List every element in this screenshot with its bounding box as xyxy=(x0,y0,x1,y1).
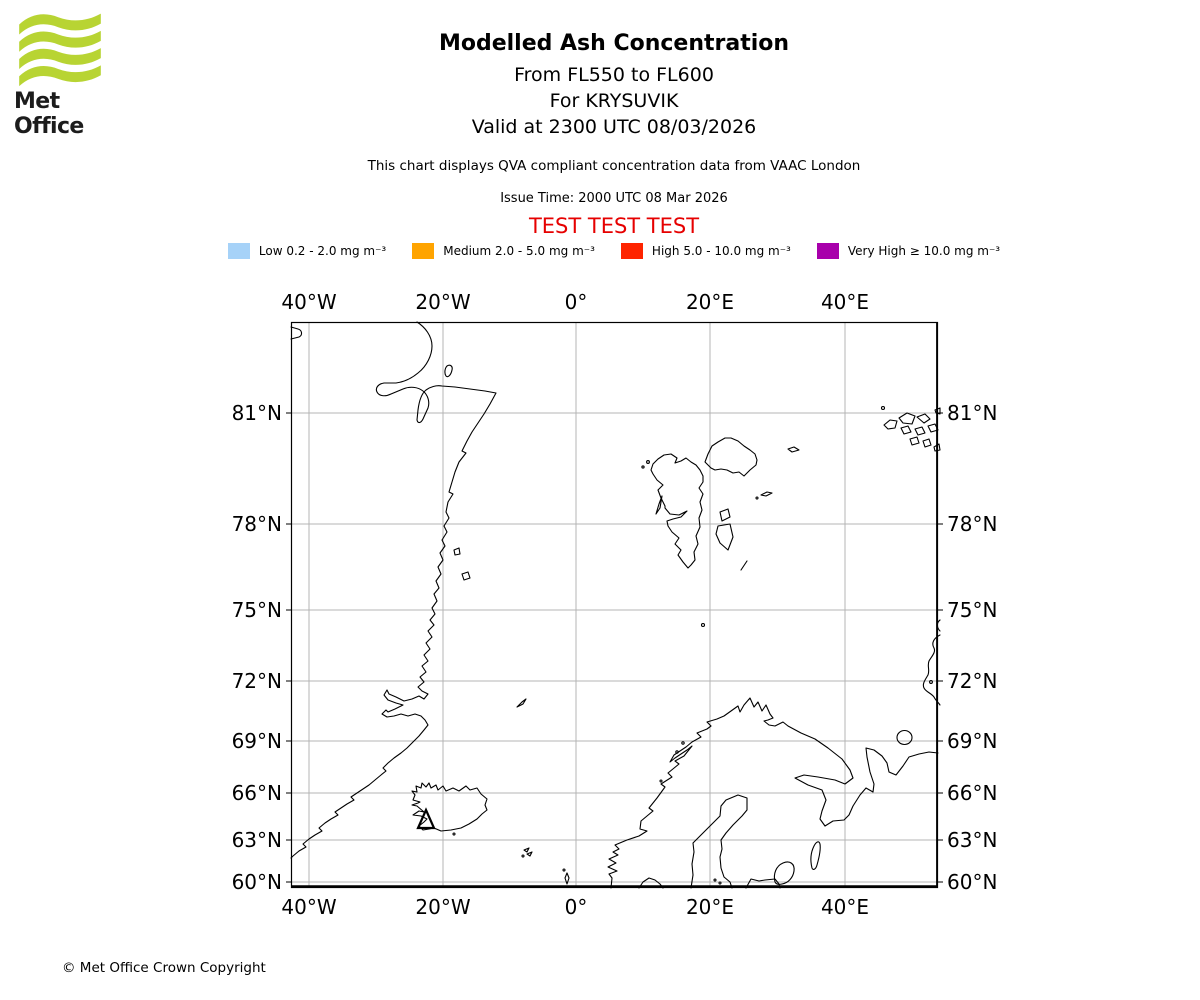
coastline-mainland-scandinavia-russia xyxy=(607,697,939,889)
coastline-kong-karls-land xyxy=(760,491,773,497)
coastline-shetland-dot xyxy=(562,868,566,872)
y-axis-label-right: 63°N xyxy=(947,828,998,852)
y-axis-label-left: 78°N xyxy=(231,512,282,536)
x-axis-label-bottom: 20°W xyxy=(415,895,471,919)
issue-time: Issue Time: 2000 UTC 08 Mar 2026 xyxy=(500,191,728,206)
coastline-iceland xyxy=(411,782,488,832)
coastline-prins-karls-forland xyxy=(655,495,663,515)
met-office-logo-text: Met Office xyxy=(14,89,84,139)
coastline-barentsoya xyxy=(719,508,731,522)
coastline-greenland-islands xyxy=(444,364,471,581)
legend-label-very-high: Very High ≥ 10.0 mg m⁻³ xyxy=(847,244,1001,258)
y-axis-label-right: 60°N xyxy=(947,870,998,894)
coastline-norway-islet-2 xyxy=(675,750,679,754)
coastline-bear-island xyxy=(700,622,706,628)
map-ticks xyxy=(286,412,943,883)
x-axis-label-bottom: 0° xyxy=(564,895,588,919)
volcano-marker xyxy=(416,807,436,830)
legend-item-very-high: Very High ≥ 10.0 mg m⁻³ xyxy=(816,243,1001,259)
legend-label-high: High 5.0 - 10.0 mg m⁻³ xyxy=(651,244,791,258)
map-frame xyxy=(290,321,939,889)
y-axis-label-right: 75°N xyxy=(947,598,998,622)
x-axis-label-top: 40°W xyxy=(281,290,337,314)
x-axis-label-top: 20°W xyxy=(415,290,471,314)
coastline-kolguyev xyxy=(896,729,913,746)
legend: Low 0.2 - 2.0 mg m⁻³ Medium 2.0 - 5.0 mg … xyxy=(14,243,1200,259)
coastline-nz-islet xyxy=(929,680,933,684)
legend-swatch-medium xyxy=(412,243,435,259)
legend-label-low: Low 0.2 - 2.0 mg m⁻³ xyxy=(258,244,387,258)
coastline-vestmannaeyjar xyxy=(452,832,456,836)
coastline-faroe-dot xyxy=(521,854,525,858)
x-axis-label-top: 20°E xyxy=(685,290,735,314)
y-axis-label-left: 60°N xyxy=(231,870,282,894)
map-gridlines xyxy=(291,322,938,888)
y-axis-label-right: 66°N xyxy=(947,781,998,805)
coastline-greenland-north-corner xyxy=(290,326,303,340)
copyright: © Met Office Crown Copyright xyxy=(62,960,266,976)
coastline-hopen xyxy=(740,560,748,571)
y-axis-label-left: 66°N xyxy=(231,781,282,805)
y-axis-label-right: 81°N xyxy=(947,401,998,425)
coastline-faroe xyxy=(523,847,533,857)
coastline-lake-onega xyxy=(810,841,821,870)
coastline-gulf-of-bothnia xyxy=(690,794,748,889)
coastline-nw-islet-1 xyxy=(646,460,650,464)
coastline-edgeoya xyxy=(715,523,734,551)
map-area: 40°W 40°W 20°W 20°W 0° 0° 20°E 20°E 40°E 40°E 81°N… xyxy=(232,290,998,919)
x-axis-label-bottom: 40°E xyxy=(820,895,870,919)
coastline-fjl-dot xyxy=(880,405,886,411)
coastline-nordaustlandet xyxy=(704,437,758,477)
coastline-kvitoya xyxy=(787,446,800,453)
legend-item-high: High 5.0 - 10.0 mg m⁻³ xyxy=(620,243,791,259)
coastline-norway-islet-1 xyxy=(681,741,685,745)
x-axis-label-top: 40°E xyxy=(820,290,870,314)
y-axis-label-left: 75°N xyxy=(231,598,282,622)
subtitle-valid-time: Valid at 2300 UTC 08/03/2026 xyxy=(471,116,757,138)
coastlines xyxy=(290,321,941,889)
y-axis-label-left: 72°N xyxy=(231,669,282,693)
coastline-aland-1 xyxy=(713,878,717,882)
legend-swatch-high xyxy=(620,243,643,259)
x-axis-label-bottom: 40°W xyxy=(281,895,337,919)
coastline-kong-karls-dot xyxy=(755,496,759,500)
page-title: Modelled Ash Concentration xyxy=(438,31,790,56)
coastline-lake-ladoga xyxy=(773,861,795,885)
y-axis-label-left: 63°N xyxy=(231,828,282,852)
y-axis-label-left: 69°N xyxy=(231,729,282,753)
coastline-south-norway-skagerrak xyxy=(638,877,664,889)
coastline-aland-2 xyxy=(718,881,722,885)
test-banner: TEST TEST TEST xyxy=(528,214,700,238)
legend-label-medium: Medium 2.0 - 5.0 mg m⁻³ xyxy=(443,244,595,258)
coastline-franz-josef-land xyxy=(883,407,941,452)
x-axis-label-bottom: 20°E xyxy=(685,895,735,919)
y-axis-label-right: 69°N xyxy=(947,729,998,753)
coastline-nw-islet-2 xyxy=(641,465,645,469)
legend-swatch-low xyxy=(227,243,250,259)
y-axis-label-right: 72°N xyxy=(947,669,998,693)
map-canvas xyxy=(286,321,943,889)
subtitle-flight-levels: From FL550 to FL600 xyxy=(514,64,714,86)
legend-item-low: Low 0.2 - 2.0 mg m⁻³ xyxy=(227,243,387,259)
coastline-spitsbergen xyxy=(650,453,704,569)
coastline-shetland xyxy=(564,872,570,885)
qva-note: This chart displays QVA compliant concen… xyxy=(367,158,861,174)
x-axis-label-top: 0° xyxy=(564,290,588,314)
y-axis-label-left: 81°N xyxy=(231,401,282,425)
subtitle-volcano: For KRYSUVIK xyxy=(549,90,679,112)
coastline-jan-mayen xyxy=(516,698,527,708)
coastline-norway-islet-3 xyxy=(659,779,663,783)
met-office-logo: Met Office xyxy=(14,10,124,139)
coastline-greenland xyxy=(290,321,497,859)
legend-swatch-very-high xyxy=(816,243,839,259)
legend-item-medium: Medium 2.0 - 5.0 mg m⁻³ xyxy=(412,243,595,259)
y-axis-label-right: 78°N xyxy=(947,512,998,536)
met-office-waves-icon xyxy=(19,13,101,87)
